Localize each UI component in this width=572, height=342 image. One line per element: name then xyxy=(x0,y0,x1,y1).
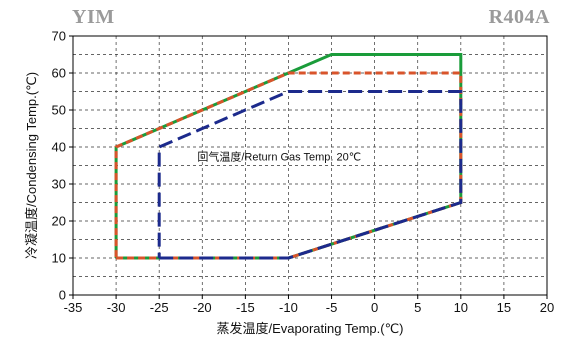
x-tick-label: 0 xyxy=(371,300,378,315)
x-tick-label: -10 xyxy=(279,300,298,315)
x-tick-label: 5 xyxy=(414,300,421,315)
x-tick-label: -20 xyxy=(193,300,212,315)
refrigerant-label: R404A xyxy=(488,6,550,28)
x-tick-label: -35 xyxy=(64,300,83,315)
return-gas-annotation: 回气温度/Return Gas Temp. 20℃ xyxy=(197,149,361,163)
x-axis-title: 蒸发温度/Evaporating Temp.(℃) xyxy=(216,321,403,336)
x-tick-label: -5 xyxy=(326,300,338,315)
y-axis-title: 冷凝温度/Condensing Temp.(℃) xyxy=(24,72,39,259)
envelope-series-3 xyxy=(157,90,463,260)
y-tick-label: 30 xyxy=(52,177,66,192)
brand-yim: YIM xyxy=(72,6,115,28)
x-ticks: -35 -30 -25 -20 -15 -10 -5 0 5 10 15 20 xyxy=(64,295,554,315)
plot-frame xyxy=(72,35,548,296)
y-tick-label: 0 xyxy=(59,288,66,303)
x-tick-label: 10 xyxy=(454,300,468,315)
x-tick-label: -15 xyxy=(236,300,255,315)
grid xyxy=(73,36,547,295)
x-tick-label: 15 xyxy=(497,300,511,315)
series-group xyxy=(114,53,463,260)
envelope-series-2 xyxy=(114,71,463,260)
y-tick-label: 10 xyxy=(52,251,66,266)
x-tick-label: -30 xyxy=(107,300,126,315)
y-tick-label: 70 xyxy=(52,29,66,44)
y-tick-label: 40 xyxy=(52,140,66,155)
y-tick-label: 20 xyxy=(52,214,66,229)
x-tick-label: -25 xyxy=(150,300,169,315)
y-ticks: 0 10 20 30 40 50 60 70 xyxy=(52,29,73,303)
x-tick-label: 20 xyxy=(540,300,554,315)
y-tick-label: 60 xyxy=(52,66,66,81)
y-tick-label: 50 xyxy=(52,103,66,118)
